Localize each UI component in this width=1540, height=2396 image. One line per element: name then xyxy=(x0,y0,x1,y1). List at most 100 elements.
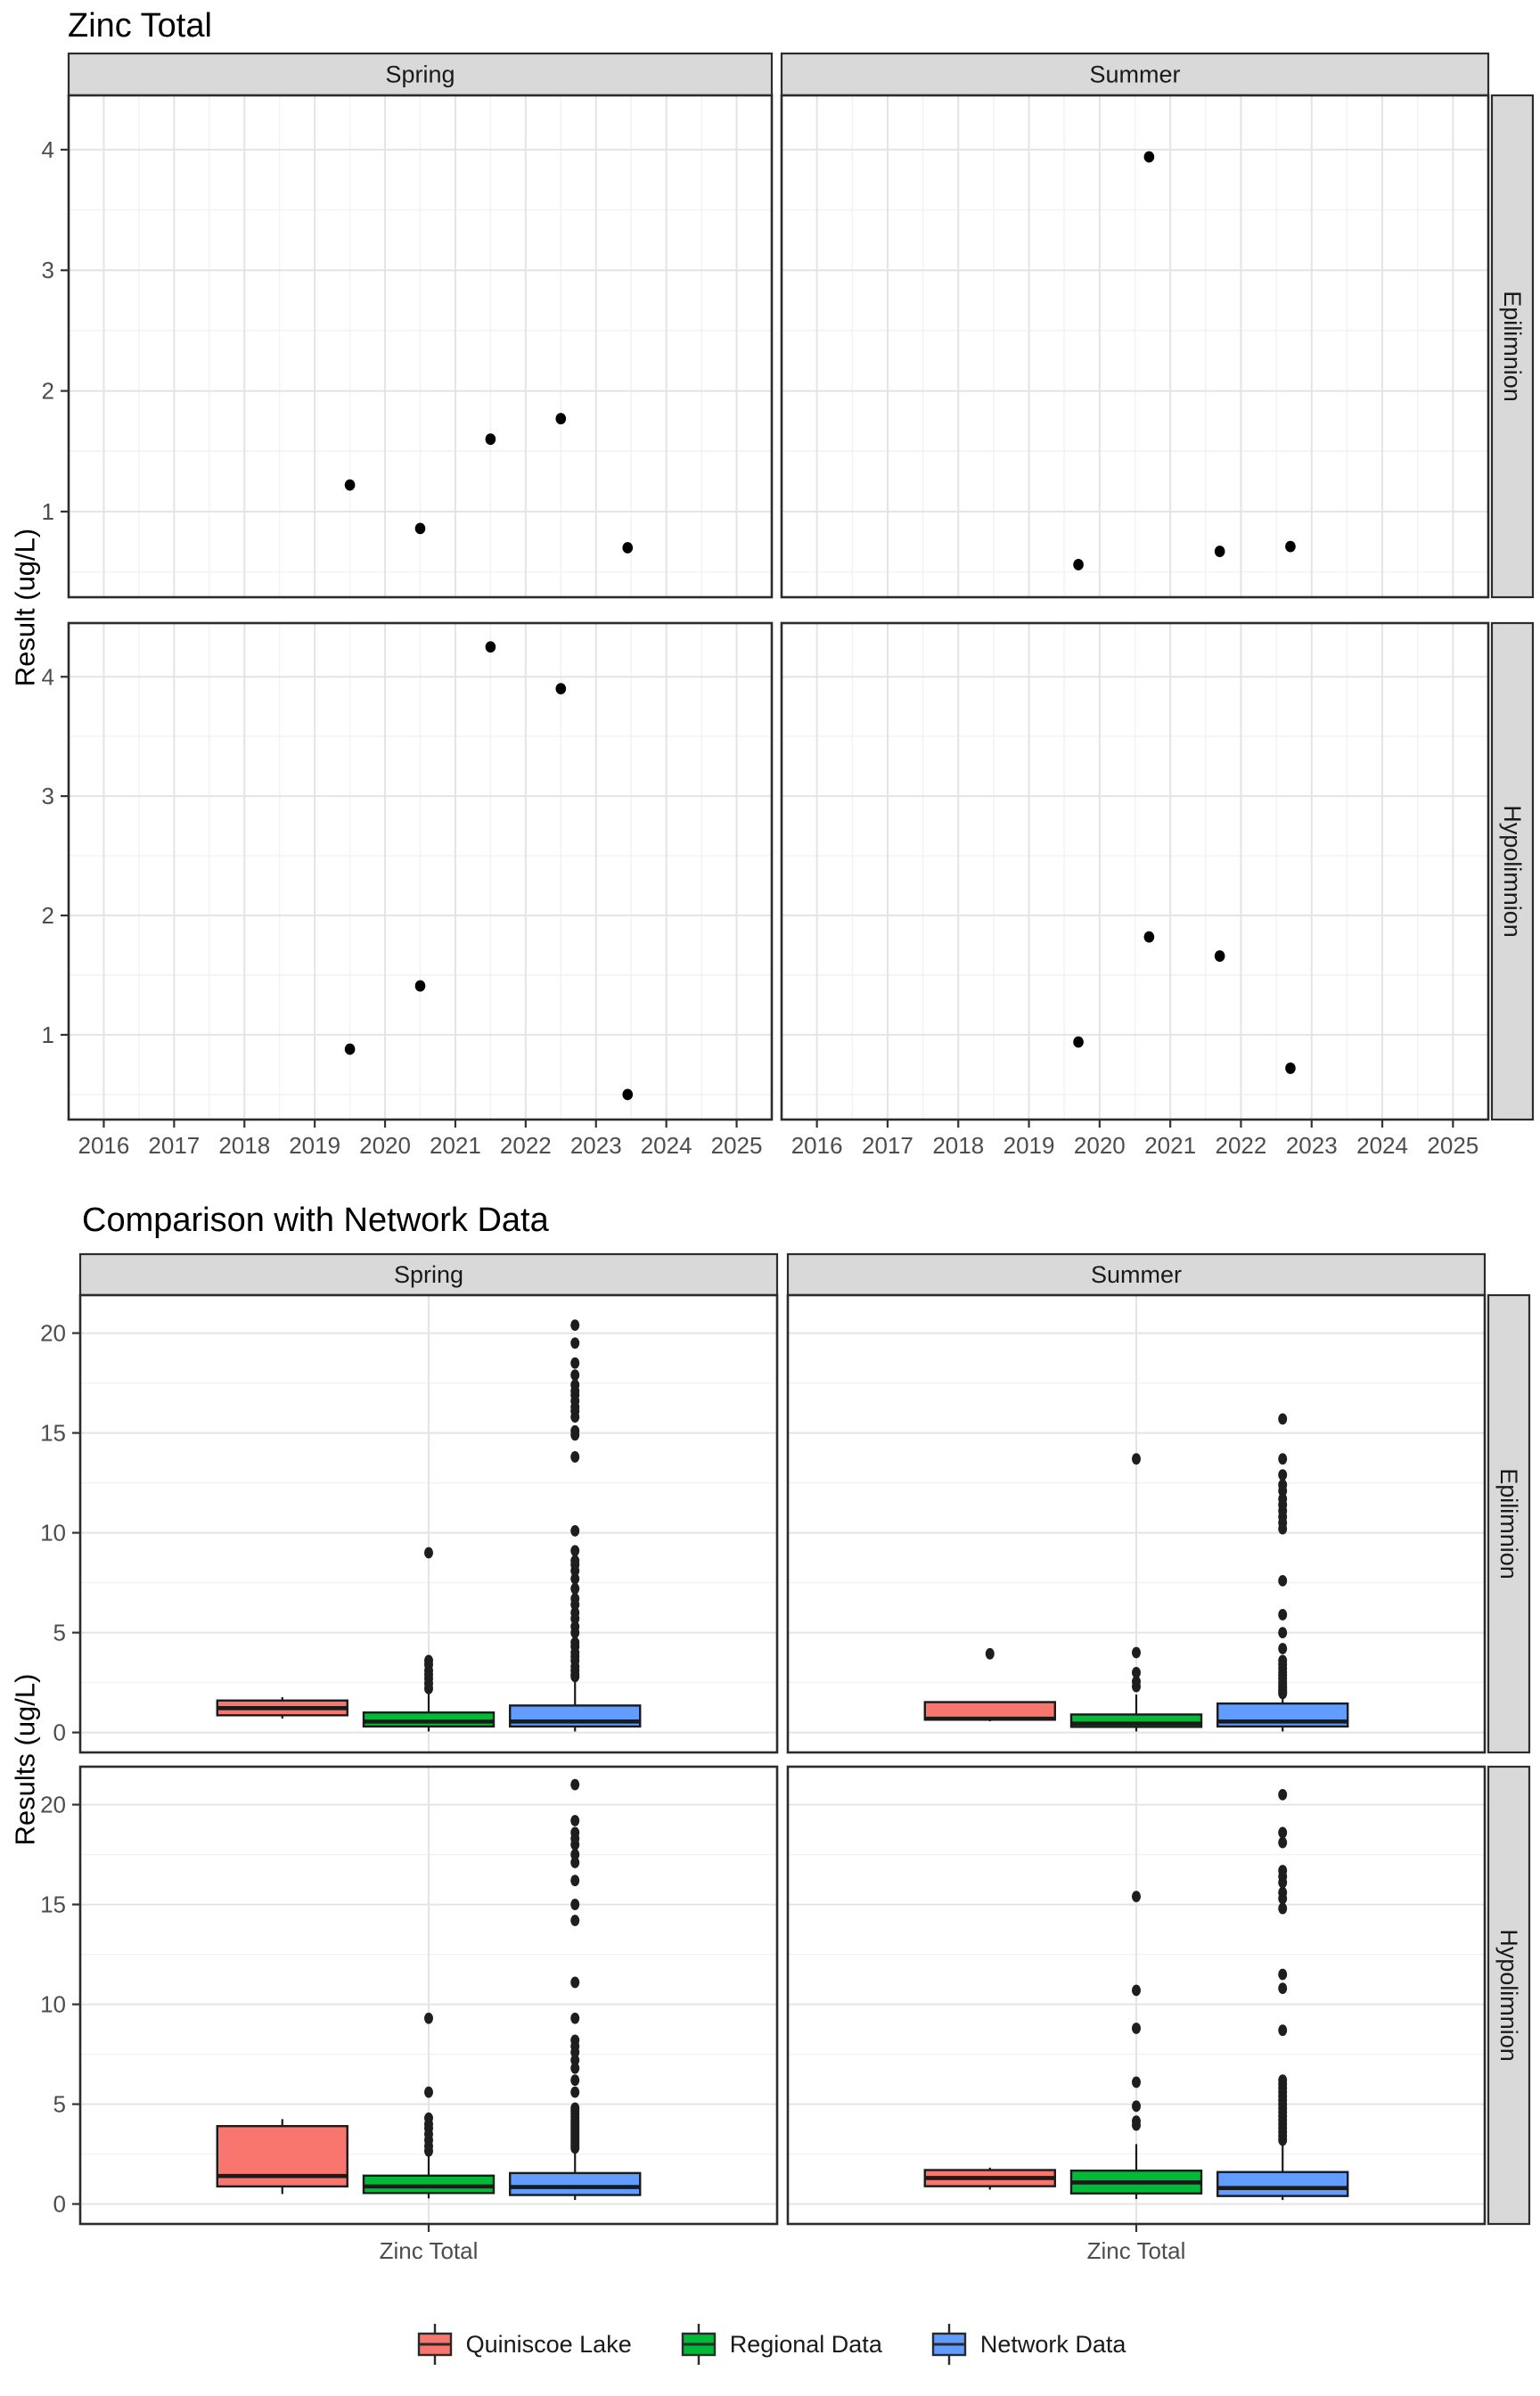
y-axis-title: Results (ug/L) xyxy=(10,1674,41,1846)
x-tick-label: 2025 xyxy=(1427,1132,1479,1159)
boxplot-quiniscoe-lake xyxy=(923,1647,1056,1722)
facet-strip-label-epilimnion: Epilimnion xyxy=(1499,291,1526,402)
facet-strip-top xyxy=(780,52,1490,97)
legend-item-quiniscoe-lake: Quiniscoe Lake xyxy=(414,2321,632,2367)
data-point xyxy=(622,542,634,554)
facet-strip-right xyxy=(1490,621,1535,1121)
figure1-title: Zinc Total xyxy=(68,7,212,45)
outlier-point xyxy=(424,2012,433,2024)
boxplot-network-data xyxy=(1216,1788,1349,2201)
outlier-point xyxy=(1278,2024,1288,2037)
outlier-point xyxy=(1132,2100,1141,2113)
facet-strip-label-spring: Spring xyxy=(385,62,455,88)
legend-label: Quiniscoe Lake xyxy=(465,2330,632,2358)
outlier-point xyxy=(1132,1891,1141,1903)
outlier-point xyxy=(570,2034,580,2047)
x-tick-label: 2022 xyxy=(500,1132,552,1159)
legend-label: Network Data xyxy=(979,2330,1126,2358)
legend-item-regional-data: Regional Data xyxy=(678,2321,882,2367)
facet-strip-top xyxy=(78,1252,779,1297)
outlier-point xyxy=(1278,1654,1288,1667)
outlier-point xyxy=(1278,1493,1288,1505)
boxplot-key-icon xyxy=(931,2324,967,2365)
boxplot-quiniscoe-lake xyxy=(923,2167,1056,2190)
facet-strip-label-summer: Summer xyxy=(1091,1261,1182,1288)
outlier-point xyxy=(570,2062,580,2074)
outlier-point xyxy=(1278,1968,1288,1981)
outlier-point xyxy=(1132,2076,1141,2088)
outlier-point xyxy=(1132,2023,1141,2034)
outlier-point xyxy=(570,1572,580,1585)
outlier-point xyxy=(570,1357,580,1369)
y-tick-label: 4 xyxy=(42,136,54,163)
facet-strip-label-hypolimnion: Hypolimnion xyxy=(1495,1929,1522,2062)
outlier-point xyxy=(1278,1574,1288,1587)
y-tick-label: 5 xyxy=(53,2091,66,2118)
outlier-point xyxy=(570,1337,580,1350)
outlier-point xyxy=(1278,1902,1288,1915)
boxplot-regional-data xyxy=(362,1547,496,1732)
outlier-point xyxy=(1278,2074,1288,2087)
outlier-point xyxy=(1132,1666,1141,1678)
outlier-point xyxy=(424,1547,433,1559)
y-tick-label: 1 xyxy=(42,498,54,525)
data-point xyxy=(485,433,496,446)
legend: Quiniscoe Lake Regional Data Network Dat… xyxy=(0,2321,1540,2367)
outlier-point xyxy=(1278,1627,1288,1638)
panel-border xyxy=(780,94,1490,599)
x-tick-label: 2016 xyxy=(78,1132,130,1159)
boxplot-network-data xyxy=(509,1319,642,1732)
outlier-point xyxy=(1278,1413,1288,1425)
panel-border xyxy=(78,1293,779,1754)
x-tick-label: 2017 xyxy=(148,1132,200,1159)
panel-border xyxy=(67,621,774,1121)
data-point xyxy=(1285,540,1296,553)
y-tick-label: 20 xyxy=(40,1320,66,1347)
data-point xyxy=(485,641,496,653)
outlier-point xyxy=(570,1606,580,1619)
boxplot-network-data xyxy=(1216,1413,1349,1732)
x-tick-label: 2020 xyxy=(1074,1132,1126,1159)
y-axis-title: Result (ug/L) xyxy=(10,529,41,686)
y-tick-label: 5 xyxy=(53,1620,66,1646)
outlier-point xyxy=(570,1319,580,1332)
outlier-point xyxy=(570,1369,580,1382)
x-tick-label: 2021 xyxy=(1144,1132,1196,1159)
y-tick-label: 0 xyxy=(53,1719,66,1746)
facet-strip-right xyxy=(1487,1765,1531,2226)
panel-spring-hypolimnion xyxy=(78,1765,779,2226)
data-point xyxy=(414,980,426,992)
outlier-point xyxy=(424,2112,433,2124)
data-point xyxy=(344,479,356,491)
data-point xyxy=(414,522,426,535)
boxplot-key-icon xyxy=(681,2324,716,2365)
y-tick-label: 0 xyxy=(53,2191,66,2218)
panel-summer-epilimnion xyxy=(786,1293,1487,1754)
x-tick-label: 2025 xyxy=(711,1132,763,1159)
outlier-point xyxy=(570,1582,580,1595)
outlier-point xyxy=(570,2086,580,2098)
outlier-point xyxy=(570,1826,580,1839)
data-point xyxy=(622,1088,634,1101)
data-point xyxy=(1214,546,1225,557)
outlier-point xyxy=(985,1647,995,1660)
outlier-point xyxy=(1132,1676,1141,1687)
outlier-point xyxy=(424,2086,433,2098)
x-tick-label: 2024 xyxy=(1356,1132,1408,1159)
facet-strip-label-hypolimnion: Hypolimnion xyxy=(1499,805,1526,938)
x-tick-label: 2018 xyxy=(932,1132,984,1159)
panel-border xyxy=(780,621,1490,1121)
y-tick-label: 15 xyxy=(40,1891,66,1918)
panel-border xyxy=(786,1293,1487,1754)
y-tick-label: 3 xyxy=(42,783,54,809)
x-tick-label: 2022 xyxy=(1216,1132,1267,1159)
panel-summer-hypolimnion xyxy=(780,621,1490,1121)
box xyxy=(1216,2170,1349,2197)
x-tick-label: 2018 xyxy=(218,1132,270,1159)
facet-strip-label-spring: Spring xyxy=(394,1261,463,1288)
panel-summer-epilimnion xyxy=(780,94,1490,599)
data-point xyxy=(1143,151,1155,163)
outlier-point xyxy=(1278,1453,1288,1465)
outlier-point xyxy=(1278,1886,1288,1899)
x-tick-label: 2023 xyxy=(570,1132,622,1159)
